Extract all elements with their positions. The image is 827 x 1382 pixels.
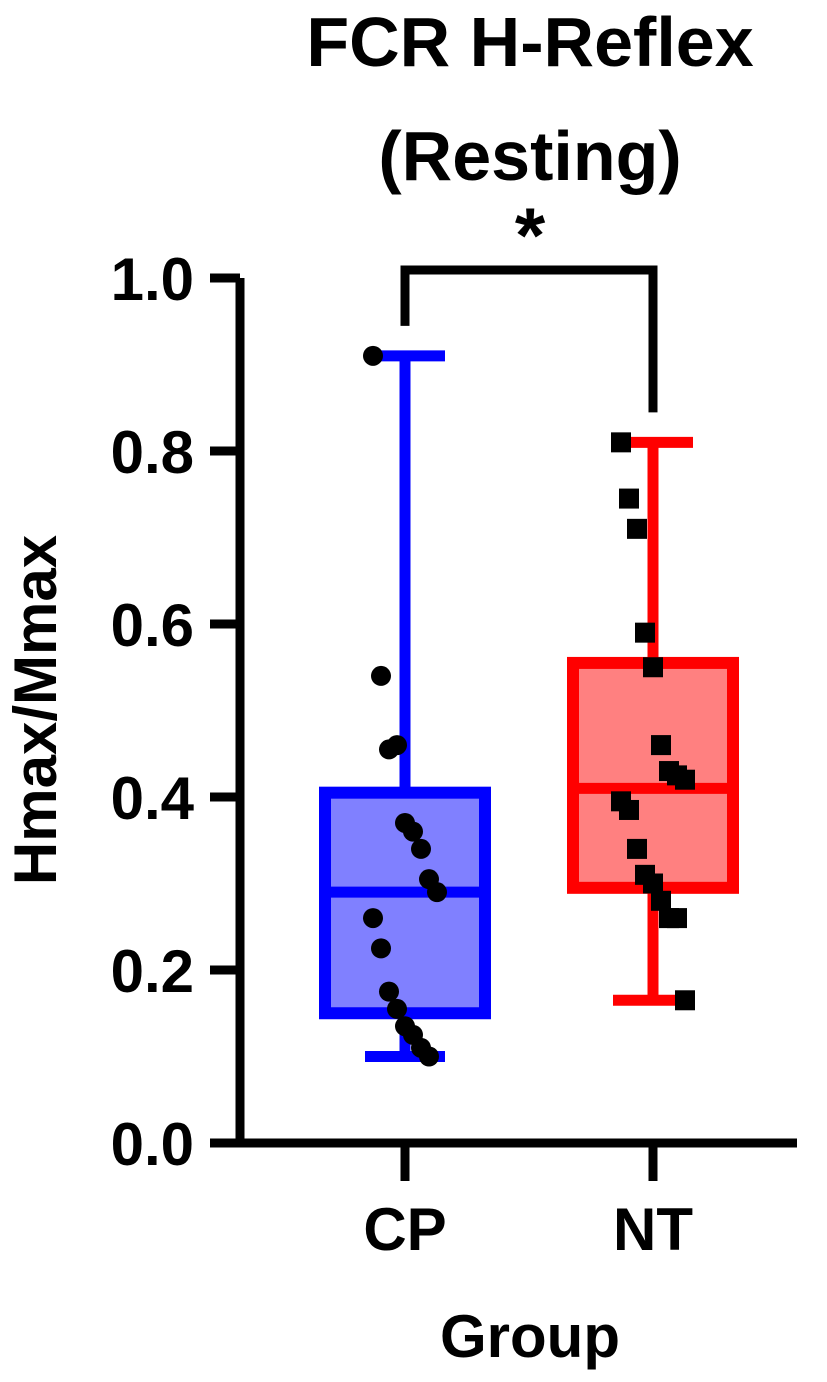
cp-point [427,882,447,903]
x-tick-label: NT [613,1196,693,1263]
cp-point [371,938,391,959]
significance-bracket [400,265,658,413]
cp-point [363,345,383,366]
chart-title-line1: FCR H-Reflex [306,3,753,81]
nt-point [619,488,639,509]
chart-title-line2: (Resting) [378,117,681,195]
y-tick-label: 1.0 [111,246,194,313]
nt-point [643,873,663,894]
nt-point [611,432,631,453]
nt-point [675,990,695,1011]
nt-point [667,908,687,929]
x-tick-label: CP [363,1196,446,1263]
nt-point [651,735,671,756]
y-tick-label: 0.8 [111,419,194,486]
nt-point [619,799,639,820]
plot-area: 0.0 0.2 0.4 0.6 0.8 1.0 CP NT [111,246,797,1263]
y-tick-label: 0.4 [111,765,195,832]
nt-box [567,656,739,894]
nt-point [627,518,647,539]
nt-point [627,838,647,859]
nt-point [675,769,695,790]
cp-point [379,981,399,1002]
cp-point [363,908,383,929]
y-axis-label: Hmax/Mmax [2,535,69,885]
significance-star: * [515,191,546,279]
nt-point [651,890,671,911]
cp-point [411,838,431,859]
y-tick-label: 0.2 [111,938,194,1005]
nt-point [643,657,663,678]
cp-point [387,735,407,756]
cp-point [419,1046,439,1067]
x-axis-label: Group [440,1303,620,1370]
y-tick-label: 0.6 [111,592,194,659]
y-tick-label: 0.0 [111,1111,194,1178]
nt-point [635,622,655,643]
cp-point [387,998,407,1019]
cp-point [403,821,423,842]
cp-point [371,665,391,686]
